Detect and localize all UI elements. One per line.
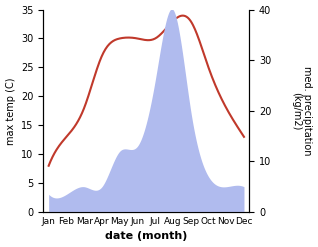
- X-axis label: date (month): date (month): [105, 231, 188, 242]
- Y-axis label: max temp (C): max temp (C): [5, 77, 16, 144]
- Y-axis label: med. precipitation
(kg/m2): med. precipitation (kg/m2): [291, 66, 313, 156]
